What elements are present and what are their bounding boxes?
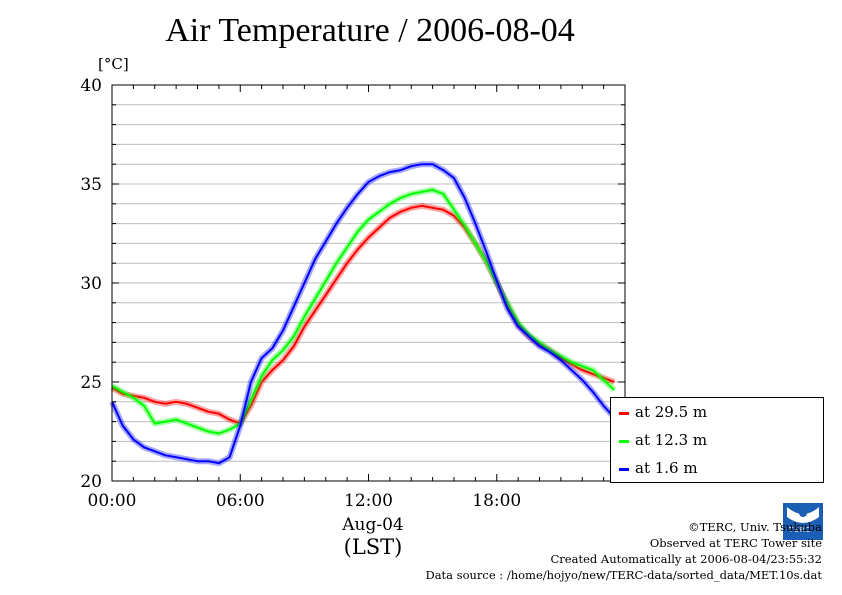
legend: at 29.5 m at 12.3 m at 1.6 m [610,397,824,483]
legend-item: at 1.6 m [619,458,698,478]
x-tick-label: 18:00 [472,491,521,511]
y-tick-label: 20 [80,472,102,492]
series-line-at-1-6-m [111,163,616,465]
series-line-at-12-3-m [111,188,615,435]
legend-label: at 1.6 m [635,459,698,477]
x-tick-label: 12:00 [344,491,393,511]
credit-copyright: ©TERC, Univ. Tsukuba [688,520,822,534]
credit-site: Observed at TERC Tower site [649,536,822,550]
credit-source: Data source : /home/hojyo/new/TERC-data/… [425,568,822,582]
credit-created: Created Automatically at 2006-08-04/23:5… [550,552,823,566]
legend-label: at 29.5 m [635,403,708,421]
x-tick-label: 06:00 [216,491,265,511]
legend-swatch-red [619,411,629,415]
y-tick-label: 35 [80,175,102,195]
y-tick-label: 25 [80,373,102,393]
x-axis-timezone-label: (LST) [343,535,403,559]
y-axis-unit: [°C] [98,55,129,73]
legend-item: at 29.5 m [619,402,707,422]
grid-lines [112,104,625,462]
legend-swatch-green [619,439,629,443]
x-axis-date-label: Aug-04 [342,515,404,535]
series-group [109,161,617,467]
logo-text: TERC [789,526,812,534]
legend-swatch-blue [619,467,629,471]
chart-title: Air Temperature / 2006-08-04 [165,12,575,49]
y-tick-label: 30 [80,274,102,294]
y-tick-label: 40 [80,76,102,96]
series-line-at-29-5-m [111,204,615,425]
series-halo [109,161,617,467]
axis-ticks: 20 25 30 35 40 00:00 06:00 12:00 18:00 [80,76,625,511]
legend-item: at 12.3 m [619,430,707,450]
series-halo [110,202,616,427]
credits-block: ©TERC, Univ. Tsukuba Observed at TERC To… [425,519,822,583]
x-tick-label: 00:00 [88,491,137,511]
legend-label: at 12.3 m [635,431,708,449]
terc-logo-icon [783,503,823,540]
